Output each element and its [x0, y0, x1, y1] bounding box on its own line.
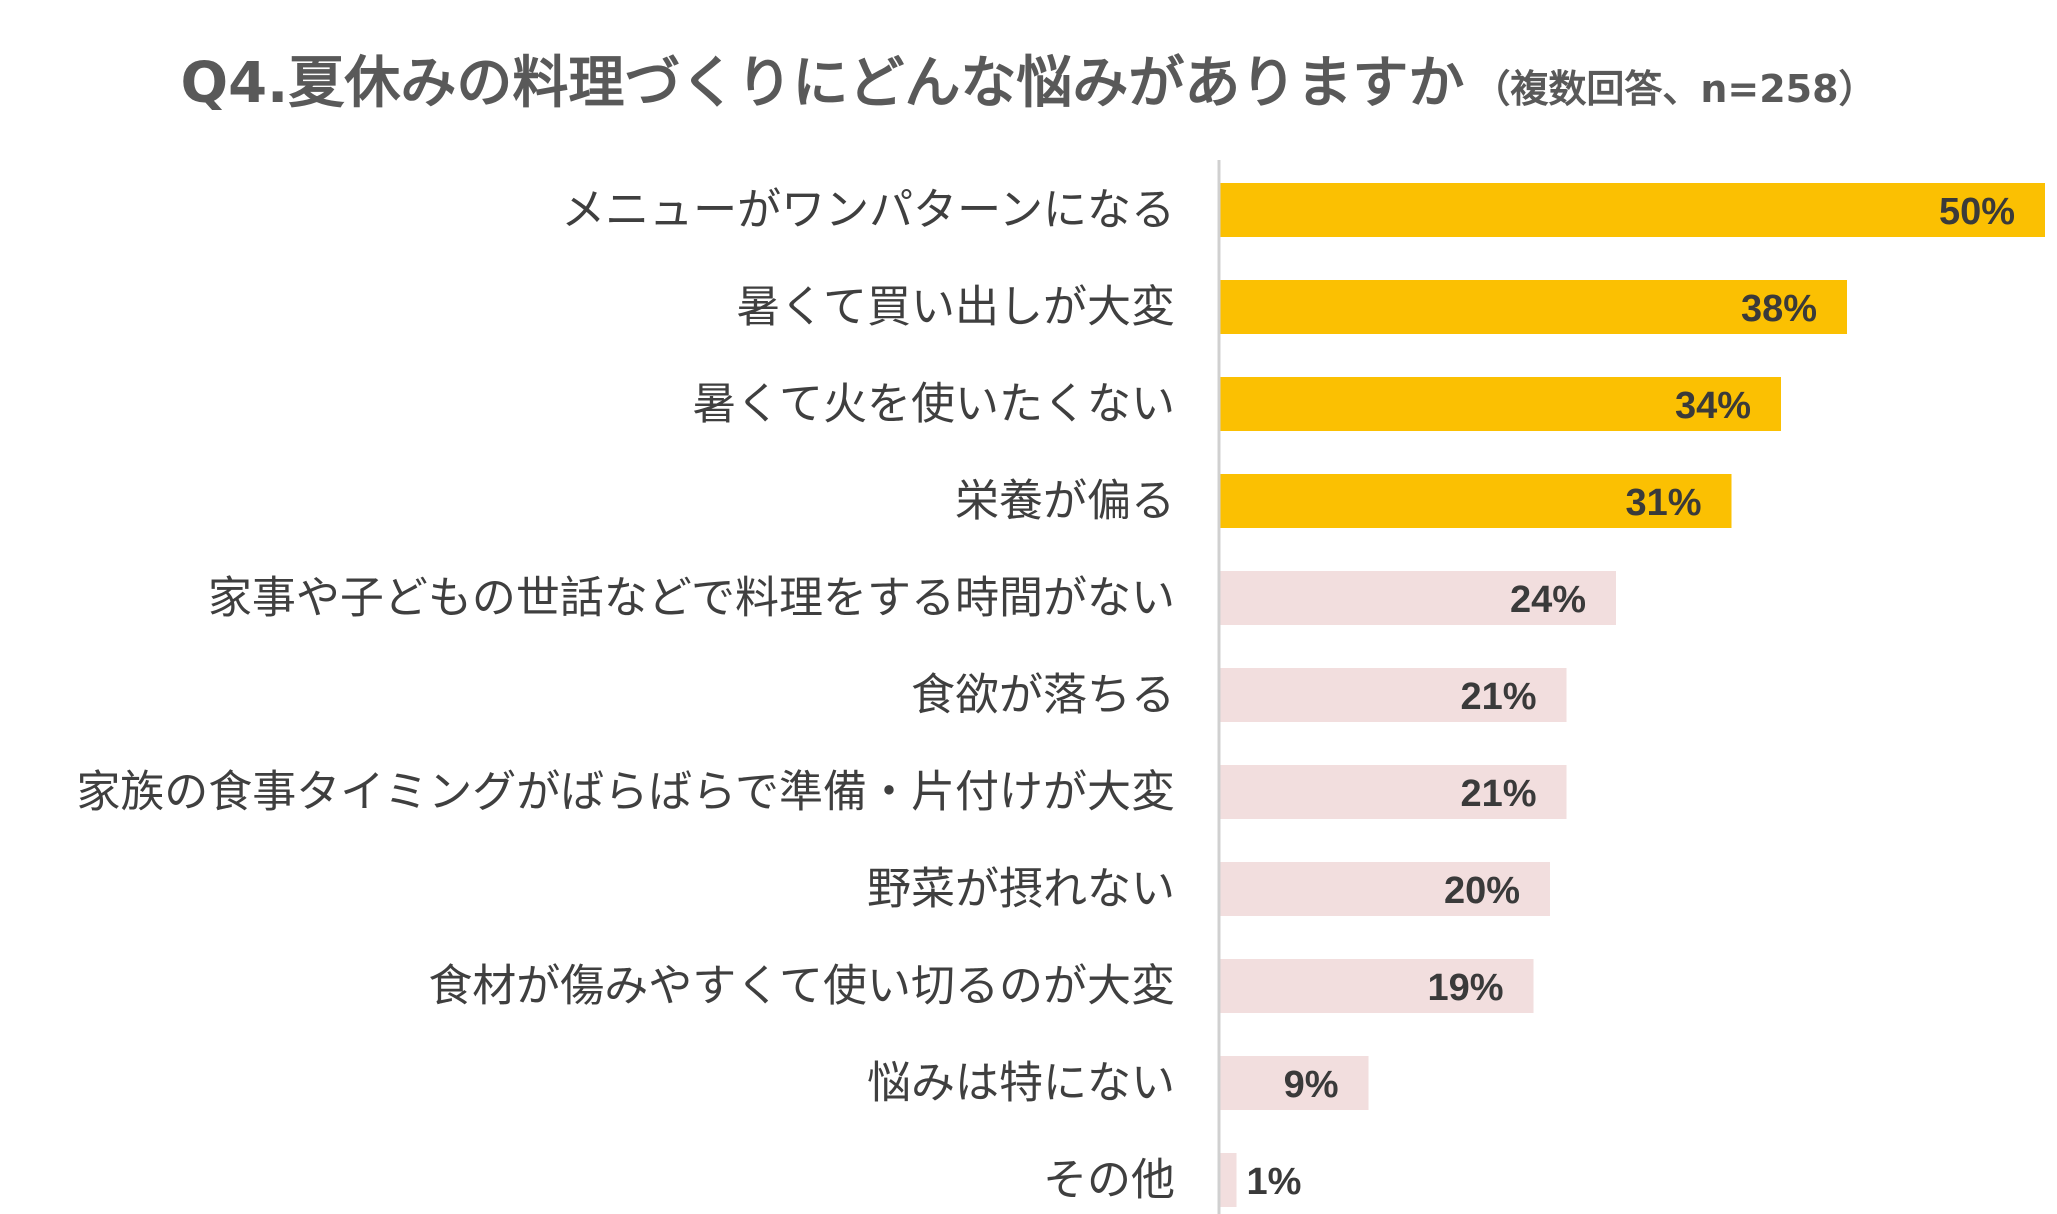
- bar-2: [1220, 280, 1847, 334]
- bar-10: [1220, 1056, 1369, 1110]
- category-label-11: その他: [1043, 1155, 1175, 1206]
- category-label-1: メニューがワンパターンになる: [561, 185, 1175, 236]
- value-label-11: 1%: [1247, 1161, 1302, 1203]
- value-label-6: 21%: [1460, 676, 1536, 718]
- value-label-10: 9%: [1284, 1064, 1339, 1106]
- chart-title-main: Q4.夏休みの料理づくりにどんな悩みがありますか: [180, 51, 1465, 116]
- category-label-8: 野菜が摂れない: [867, 864, 1175, 915]
- value-label-4: 31%: [1625, 482, 1701, 524]
- bar-9: [1220, 959, 1534, 1013]
- value-labels-group: 50% 38% 34% 31% 24% 21% 21% 20% 19% 9% 1%: [1247, 191, 2016, 1203]
- bars-group: [1220, 183, 2045, 1207]
- bar-11: [1220, 1153, 1237, 1207]
- bar-7: [1220, 765, 1567, 819]
- category-label-9: 食材が傷みやすくて使い切るのが大変: [428, 961, 1175, 1012]
- value-label-9: 19%: [1427, 967, 1503, 1009]
- category-label-4: 栄養が偏る: [955, 476, 1175, 527]
- category-label-2: 暑くて買い出しが大変: [736, 282, 1175, 333]
- bar-6: [1220, 668, 1567, 722]
- value-label-1: 50%: [1939, 191, 2015, 233]
- bar-1: [1220, 183, 2045, 237]
- chart-title-sub: （複数回答、n=258）: [1472, 67, 1877, 111]
- category-label-5: 家事や子どもの世話などで料理をする時間がない: [208, 573, 1175, 624]
- bar-5: [1220, 571, 1616, 625]
- value-label-3: 34%: [1675, 385, 1751, 427]
- value-label-2: 38%: [1741, 288, 1817, 330]
- value-label-5: 24%: [1510, 579, 1586, 621]
- category-label-10: 悩みは特にない: [867, 1058, 1175, 1109]
- chart-title: Q4.夏休みの料理づくりにどんな悩みがありますか （複数回答、n=258）: [0, 38, 2057, 119]
- category-label-3: 暑くて火を使いたくない: [692, 379, 1175, 430]
- value-label-7: 21%: [1460, 773, 1536, 815]
- category-label-7: 家族の食事タイミングがばらばらで準備・片付けが大変: [76, 767, 1175, 818]
- category-labels-group: メニューがワンパターンになる暑くて買い出しが大変暑くて火を使いたくない栄養が偏る…: [76, 185, 1175, 1206]
- value-label-8: 20%: [1444, 870, 1520, 912]
- bar-8: [1220, 862, 1550, 916]
- category-label-6: 食欲が落ちる: [911, 670, 1175, 721]
- bar-3: [1220, 377, 1781, 431]
- bar-4: [1220, 474, 1732, 528]
